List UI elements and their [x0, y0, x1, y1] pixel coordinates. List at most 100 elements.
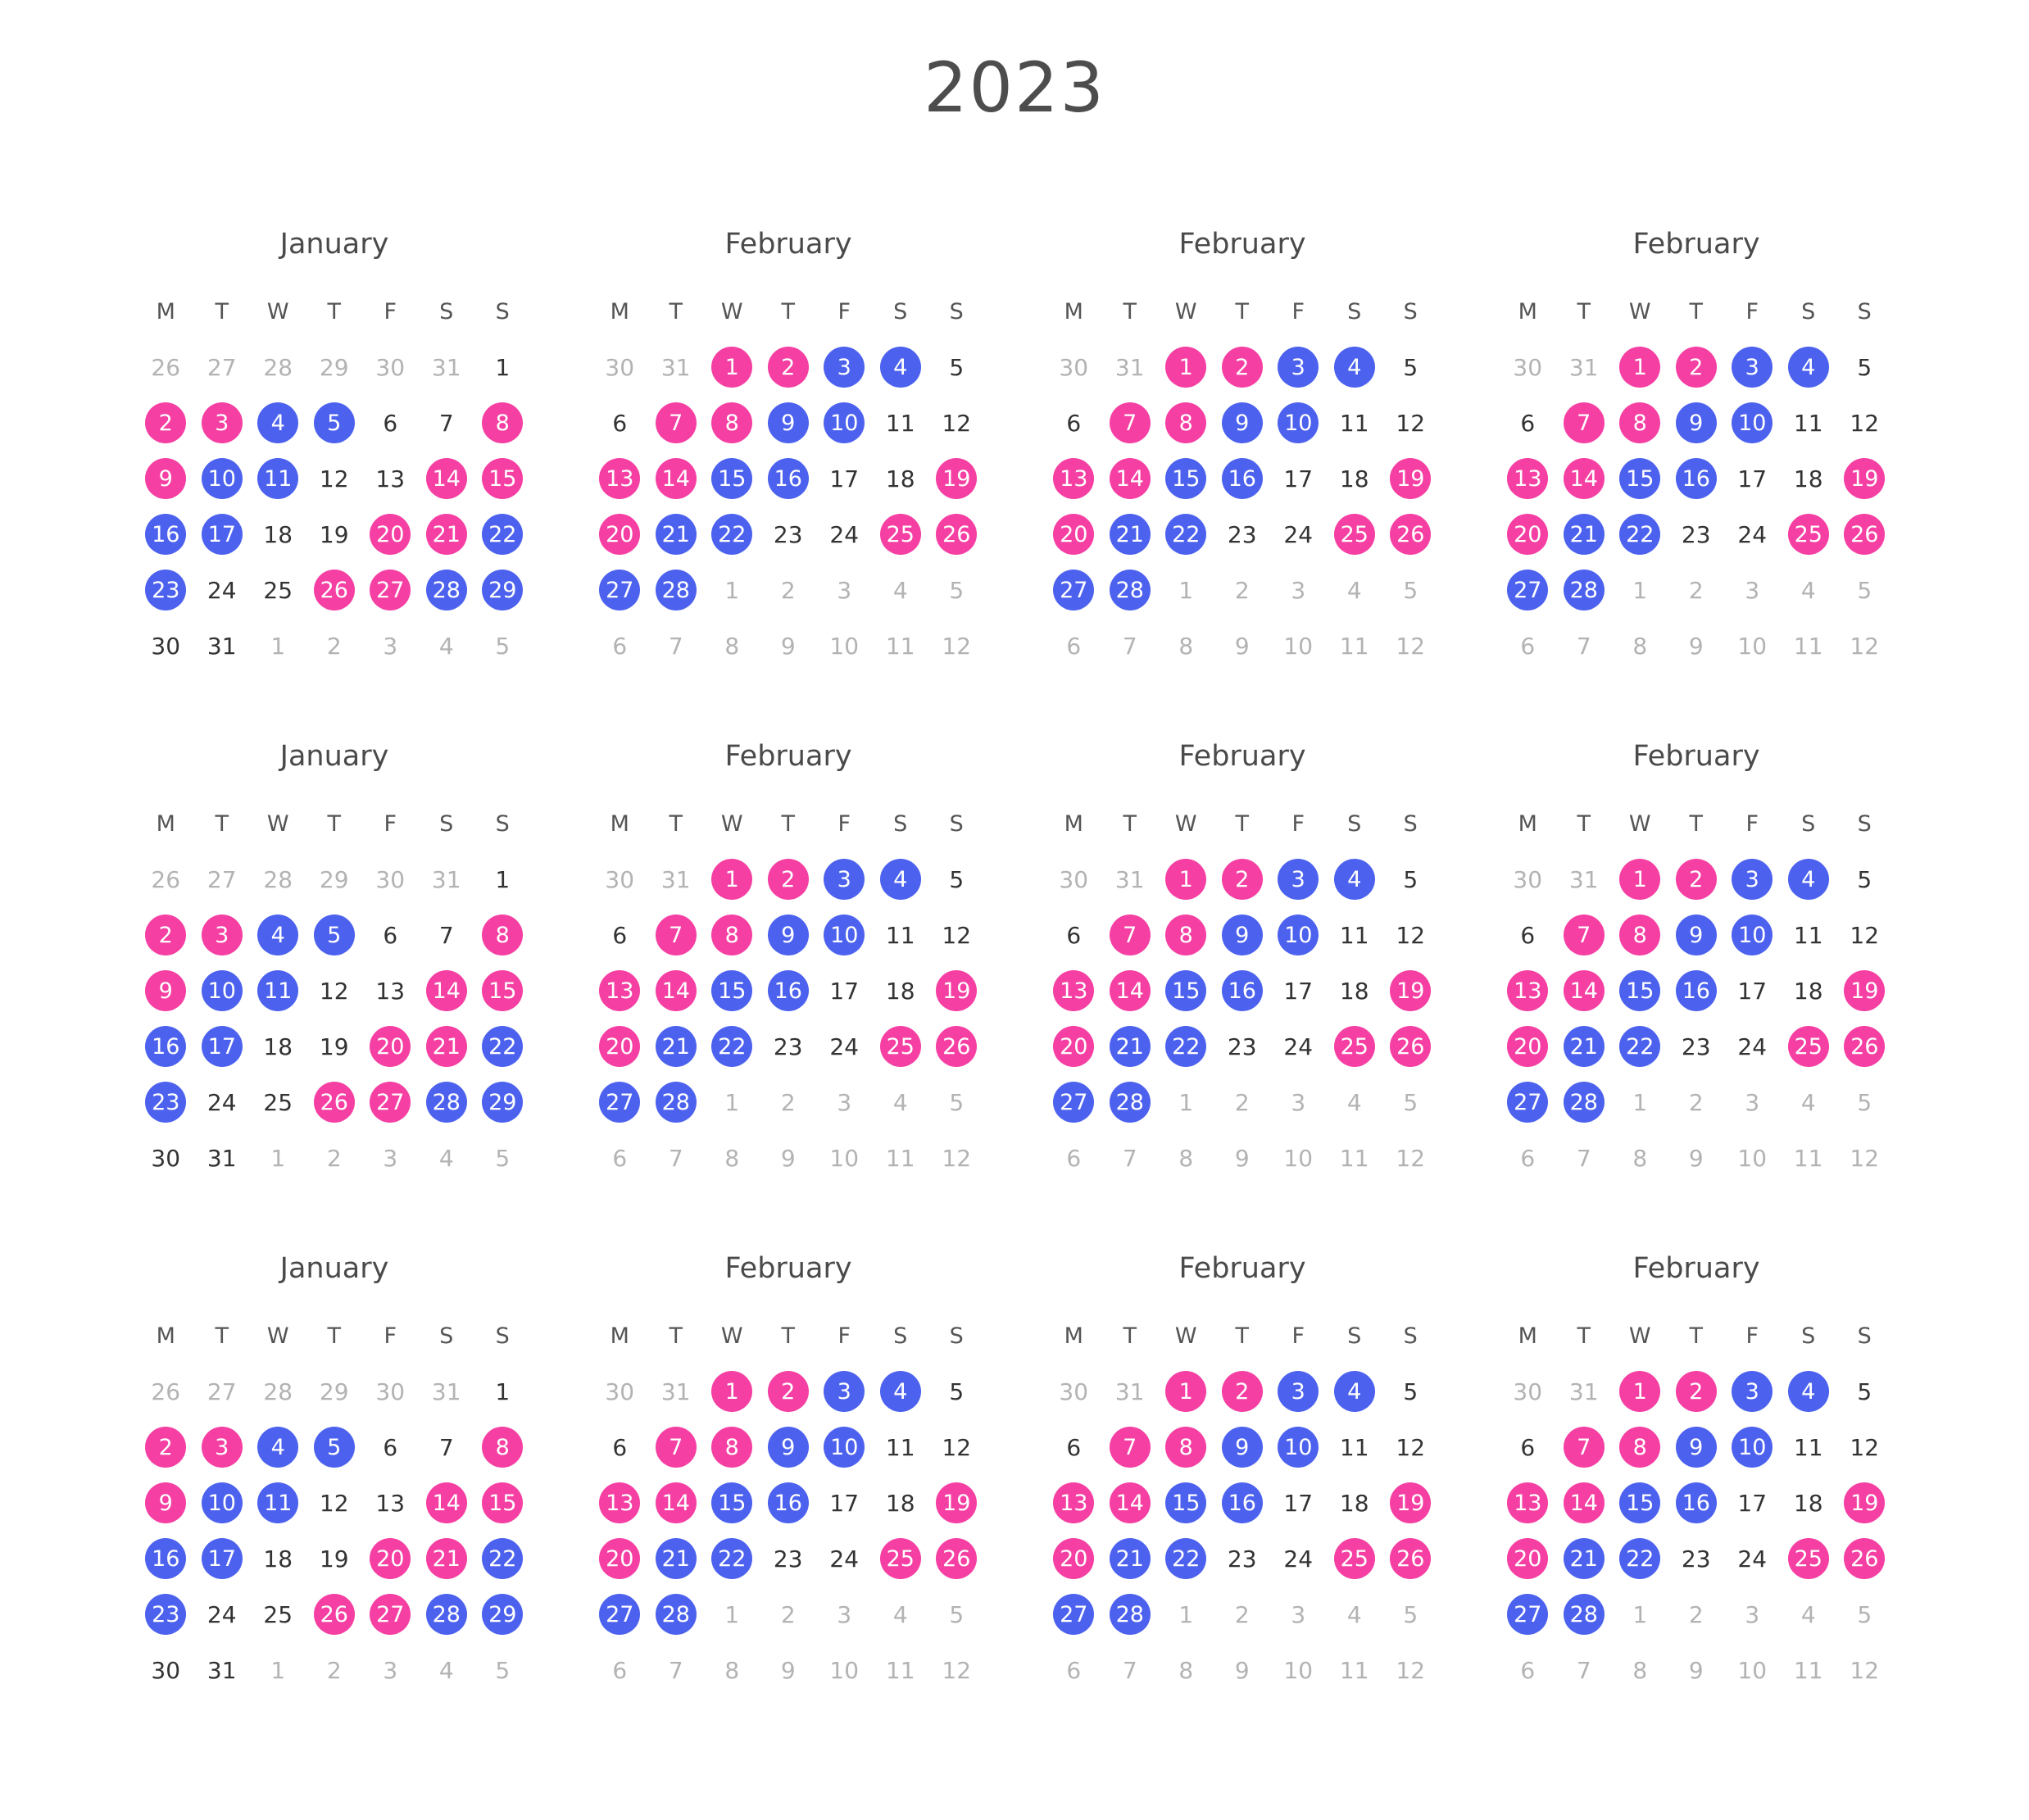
day-cell[interactable]: 24	[1270, 506, 1327, 562]
day-cell[interactable]: 10	[1724, 1130, 1781, 1186]
day-cell[interactable]: 19	[928, 1475, 985, 1531]
day-cell[interactable]: 30	[138, 618, 194, 674]
day-cell[interactable]: 30	[138, 1642, 194, 1698]
day-cell[interactable]: 28	[1556, 1074, 1613, 1130]
day-cell[interactable]: 3	[1270, 339, 1327, 395]
day-cell[interactable]: 2	[1668, 1074, 1725, 1130]
day-cell[interactable]: 3	[1270, 562, 1327, 618]
day-cell[interactable]: 4	[1781, 1074, 1837, 1130]
day-cell[interactable]: 2	[1668, 851, 1725, 907]
day-cell[interactable]: 9	[1668, 1130, 1725, 1186]
day-cell[interactable]: 6	[592, 395, 648, 451]
day-cell[interactable]: 25	[873, 1531, 929, 1586]
day-cell[interactable]: 11	[1781, 907, 1837, 963]
day-cell[interactable]: 4	[873, 339, 929, 395]
day-cell[interactable]: 27	[592, 1074, 648, 1130]
day-cell[interactable]: 26	[138, 1364, 194, 1419]
day-cell[interactable]: 22	[1158, 506, 1214, 562]
day-cell[interactable]: 13	[1500, 963, 1556, 1019]
day-cell[interactable]: 27	[1500, 1586, 1556, 1642]
day-cell[interactable]: 30	[592, 1364, 648, 1419]
day-cell[interactable]: 23	[138, 1586, 194, 1642]
day-cell[interactable]: 17	[816, 963, 873, 1019]
day-cell[interactable]: 8	[704, 1419, 760, 1475]
day-cell[interactable]: 7	[1102, 1419, 1159, 1475]
day-cell[interactable]: 3	[1270, 851, 1327, 907]
day-cell[interactable]: 8	[1612, 618, 1668, 674]
day-cell[interactable]: 31	[194, 1642, 251, 1698]
day-cell[interactable]: 31	[1102, 1364, 1159, 1419]
day-cell[interactable]: 13	[362, 451, 419, 506]
day-cell[interactable]: 30	[1500, 339, 1556, 395]
day-cell[interactable]: 17	[194, 1531, 251, 1586]
day-cell[interactable]: 6	[1500, 1130, 1556, 1186]
day-cell[interactable]: 2	[1668, 1364, 1725, 1419]
day-cell[interactable]: 8	[474, 1419, 531, 1475]
day-cell[interactable]: 13	[592, 963, 648, 1019]
day-cell[interactable]: 31	[419, 851, 475, 907]
day-cell[interactable]: 26	[306, 562, 363, 618]
day-cell[interactable]: 16	[760, 1475, 817, 1531]
day-cell[interactable]: 22	[474, 506, 531, 562]
day-cell[interactable]: 2	[760, 851, 817, 907]
day-cell[interactable]: 2	[1214, 339, 1271, 395]
day-cell[interactable]: 18	[250, 1531, 306, 1586]
day-cell[interactable]: 1	[1612, 1586, 1668, 1642]
day-cell[interactable]: 5	[1382, 339, 1439, 395]
day-cell[interactable]: 12	[1836, 618, 1893, 674]
day-cell[interactable]: 15	[704, 451, 760, 506]
day-cell[interactable]: 13	[1500, 451, 1556, 506]
day-cell[interactable]: 27	[194, 1364, 251, 1419]
day-cell[interactable]: 14	[1556, 963, 1613, 1019]
day-cell[interactable]: 21	[419, 1531, 475, 1586]
day-cell[interactable]: 27	[1046, 1074, 1102, 1130]
day-cell[interactable]: 2	[1668, 1586, 1725, 1642]
day-cell[interactable]: 1	[474, 1364, 531, 1419]
day-cell[interactable]: 17	[1724, 1475, 1781, 1531]
day-cell[interactable]: 24	[816, 506, 873, 562]
day-cell[interactable]: 1	[704, 562, 760, 618]
day-cell[interactable]: 25	[1781, 1019, 1837, 1074]
day-cell[interactable]: 4	[873, 1586, 929, 1642]
day-cell[interactable]: 19	[306, 1019, 363, 1074]
day-cell[interactable]: 15	[1158, 1475, 1214, 1531]
day-cell[interactable]: 16	[138, 1531, 194, 1586]
day-cell[interactable]: 18	[873, 451, 929, 506]
day-cell[interactable]: 14	[1102, 451, 1159, 506]
day-cell[interactable]: 29	[306, 851, 363, 907]
day-cell[interactable]: 18	[873, 963, 929, 1019]
day-cell[interactable]: 2	[306, 1130, 363, 1186]
day-cell[interactable]: 11	[873, 1130, 929, 1186]
day-cell[interactable]: 20	[1500, 1531, 1556, 1586]
day-cell[interactable]: 22	[1612, 1019, 1668, 1074]
day-cell[interactable]: 7	[648, 907, 705, 963]
day-cell[interactable]: 18	[250, 506, 306, 562]
day-cell[interactable]: 14	[1102, 1475, 1159, 1531]
day-cell[interactable]: 6	[362, 907, 419, 963]
day-cell[interactable]: 11	[250, 963, 306, 1019]
day-cell[interactable]: 22	[1158, 1531, 1214, 1586]
day-cell[interactable]: 21	[1556, 1019, 1613, 1074]
day-cell[interactable]: 21	[1556, 1531, 1613, 1586]
day-cell[interactable]: 7	[648, 1642, 705, 1698]
day-cell[interactable]: 5	[928, 1586, 985, 1642]
day-cell[interactable]: 15	[704, 963, 760, 1019]
day-cell[interactable]: 11	[1781, 395, 1837, 451]
day-cell[interactable]: 4	[1327, 562, 1383, 618]
day-cell[interactable]: 11	[1327, 395, 1383, 451]
day-cell[interactable]: 14	[1556, 1475, 1613, 1531]
day-cell[interactable]: 25	[250, 562, 306, 618]
day-cell[interactable]: 1	[474, 339, 531, 395]
day-cell[interactable]: 10	[1724, 1642, 1781, 1698]
day-cell[interactable]: 5	[928, 339, 985, 395]
day-cell[interactable]: 8	[1612, 1419, 1668, 1475]
day-cell[interactable]: 1	[474, 851, 531, 907]
day-cell[interactable]: 10	[1270, 1419, 1327, 1475]
day-cell[interactable]: 6	[1046, 1130, 1102, 1186]
day-cell[interactable]: 5	[1836, 1364, 1893, 1419]
day-cell[interactable]: 12	[1836, 1642, 1893, 1698]
day-cell[interactable]: 9	[138, 963, 194, 1019]
day-cell[interactable]: 11	[250, 451, 306, 506]
day-cell[interactable]: 7	[1102, 618, 1159, 674]
day-cell[interactable]: 5	[928, 851, 985, 907]
